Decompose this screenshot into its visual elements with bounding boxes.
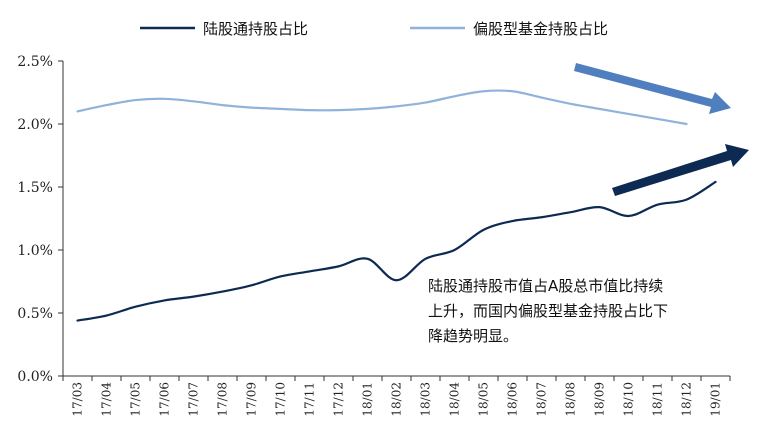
x-tick-label: 18/02: [390, 382, 404, 417]
x-tick-label: 17/08: [216, 382, 230, 417]
x-tick-label: 18/07: [535, 382, 549, 417]
y-tick-label: 1.5%: [17, 180, 53, 196]
up-trend-arrow: [612, 144, 749, 196]
x-tick-label: 17/04: [100, 382, 114, 417]
legend: 陆股通持股占比 偏股型基金持股占比: [140, 20, 608, 38]
axes: [62, 61, 730, 377]
x-tick-label: 18/12: [680, 382, 694, 417]
x-tick-label: 17/10: [274, 382, 288, 417]
y-tick-label: 0.5%: [17, 306, 53, 322]
x-tick-label: 18/04: [448, 382, 462, 417]
x-tick-label: 18/10: [622, 382, 636, 417]
trend-arrows: [574, 63, 749, 196]
x-tick-label: 17/07: [187, 382, 201, 417]
down-trend-arrow: [574, 63, 731, 114]
y-tick-label: 1.0%: [17, 243, 53, 259]
x-tick-label: 18/09: [593, 382, 607, 417]
annotation-line-3: 降趋势明显。: [428, 327, 518, 345]
x-tick-label: 17/11: [303, 382, 317, 417]
annotation-line-2: 上升，而国内偏股型基金持股占比下: [428, 302, 668, 320]
x-tick-label: 17/05: [129, 382, 143, 417]
x-tick-label: 18/05: [477, 382, 491, 417]
x-tick-label: 18/03: [419, 382, 433, 417]
series-line-lgt: [76, 180, 717, 322]
annotation-line-1: 陆股通持股市值占A股总市值比持续: [428, 277, 663, 295]
legend-label-lgt: 陆股通持股占比: [203, 20, 308, 38]
annotation: 陆股通持股市值占A股总市值比持续 上升，而国内偏股型基金持股占比下 降趋势明显。: [428, 277, 668, 345]
x-tick-label: 17/09: [245, 382, 259, 417]
series-layer: [76, 89, 717, 322]
series-line-fund: [76, 89, 688, 126]
x-tick-label: 17/03: [71, 382, 85, 417]
x-tick-label: 18/11: [651, 382, 665, 417]
x-axis-ticks: 17/03 17/04 17/05 17/06 17/07 17/08 17/09 17/10…: [62, 376, 731, 417]
y-tick-label: 2.0%: [17, 117, 53, 133]
x-tick-label: 17/12: [332, 382, 346, 417]
y-tick-label: 0.0%: [17, 369, 53, 385]
x-tick-label: 17/06: [158, 382, 172, 417]
y-tick-label: 2.5%: [17, 54, 53, 70]
x-tick-label: 19/01: [709, 382, 723, 417]
x-tick-label: 18/01: [361, 382, 375, 417]
y-axis-ticks: 0.0% 0.5% 1.0% 1.5% 2.0% 2.5%: [17, 54, 63, 385]
x-tick-label: 18/08: [564, 382, 578, 417]
x-tick-label: 18/06: [506, 382, 520, 417]
legend-label-fund: 偏股型基金持股占比: [473, 20, 608, 38]
